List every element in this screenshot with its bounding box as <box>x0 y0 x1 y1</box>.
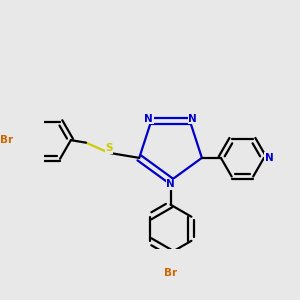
Text: N: N <box>188 113 197 124</box>
Text: N: N <box>265 153 273 163</box>
Text: Br: Br <box>0 135 13 145</box>
Text: S: S <box>105 143 112 153</box>
Text: Br: Br <box>164 268 177 278</box>
Text: N: N <box>166 179 175 189</box>
Text: N: N <box>144 113 153 124</box>
